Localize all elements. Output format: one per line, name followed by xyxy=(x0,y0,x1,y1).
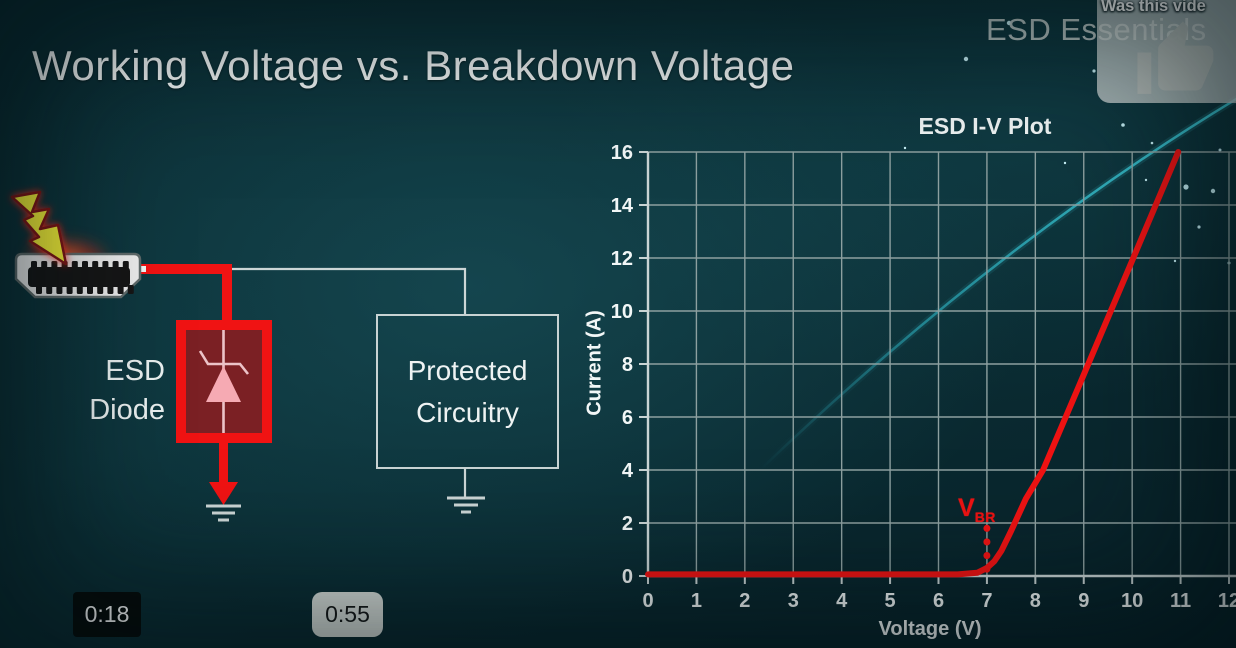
protected-circuitry-label: Protected Circuitry xyxy=(407,354,528,428)
svg-text:11: 11 xyxy=(1170,590,1191,612)
preview-time-badge[interactable]: 0:55 xyxy=(312,592,383,637)
hdmi-connector-icon xyxy=(14,252,142,299)
strike-glow-core xyxy=(47,249,81,269)
vbr-annotation-label: VBR xyxy=(958,494,996,525)
overlay-question-text: Was this vide xyxy=(1101,0,1206,15)
svg-text:9: 9 xyxy=(1078,590,1089,612)
svg-text:8: 8 xyxy=(1030,590,1041,612)
esd-diode-label: ESD Diode xyxy=(89,355,165,426)
chart-title: ESD I-V Plot xyxy=(918,113,1052,139)
esd-diode-box xyxy=(176,320,272,443)
svg-text:10: 10 xyxy=(1121,590,1143,612)
ground-symbol-protected xyxy=(447,468,485,514)
zener-diode-symbol xyxy=(198,330,250,433)
svg-text:3: 3 xyxy=(788,590,799,612)
y-axis-label: Current (A) xyxy=(583,310,606,416)
svg-text:5: 5 xyxy=(885,590,896,612)
svg-text:4: 4 xyxy=(622,460,634,482)
esd-ground-arrow xyxy=(209,443,238,505)
current-time-badge[interactable]: 0:18 xyxy=(73,592,141,637)
svg-text:12: 12 xyxy=(1218,590,1236,612)
svg-text:2: 2 xyxy=(622,513,633,535)
swoosh-glow xyxy=(757,95,1236,473)
x-axis-label: Voltage (V) xyxy=(878,618,982,640)
iv-curve xyxy=(645,149,1182,578)
svg-text:6: 6 xyxy=(933,590,944,612)
swoosh-line xyxy=(759,97,1236,471)
lightning-bolt-icon xyxy=(10,190,68,266)
svg-text:1: 1 xyxy=(691,590,702,612)
svg-text:12: 12 xyxy=(611,248,633,270)
svg-text:4: 4 xyxy=(836,590,848,612)
wire-junction-dot xyxy=(141,266,146,272)
chart-gridlines xyxy=(647,151,1236,577)
svg-text:2: 2 xyxy=(739,590,750,612)
diode-triangle xyxy=(206,366,241,402)
svg-text:8: 8 xyxy=(622,354,633,376)
ground-symbol-diode xyxy=(206,504,241,522)
svg-text:16: 16 xyxy=(611,142,633,164)
svg-text:0: 0 xyxy=(642,590,653,612)
svg-text:14: 14 xyxy=(611,195,634,217)
slide-title: Working Voltage vs. Breakdown Voltage xyxy=(32,42,795,90)
svg-text:7: 7 xyxy=(981,590,992,612)
svg-text:10: 10 xyxy=(611,301,633,323)
esd-wire-red xyxy=(140,264,232,322)
signal-wire xyxy=(232,267,467,316)
svg-text:0: 0 xyxy=(622,566,633,588)
strike-glow xyxy=(28,242,104,278)
chart-axes xyxy=(639,151,1236,584)
svg-text:6: 6 xyxy=(622,407,633,429)
